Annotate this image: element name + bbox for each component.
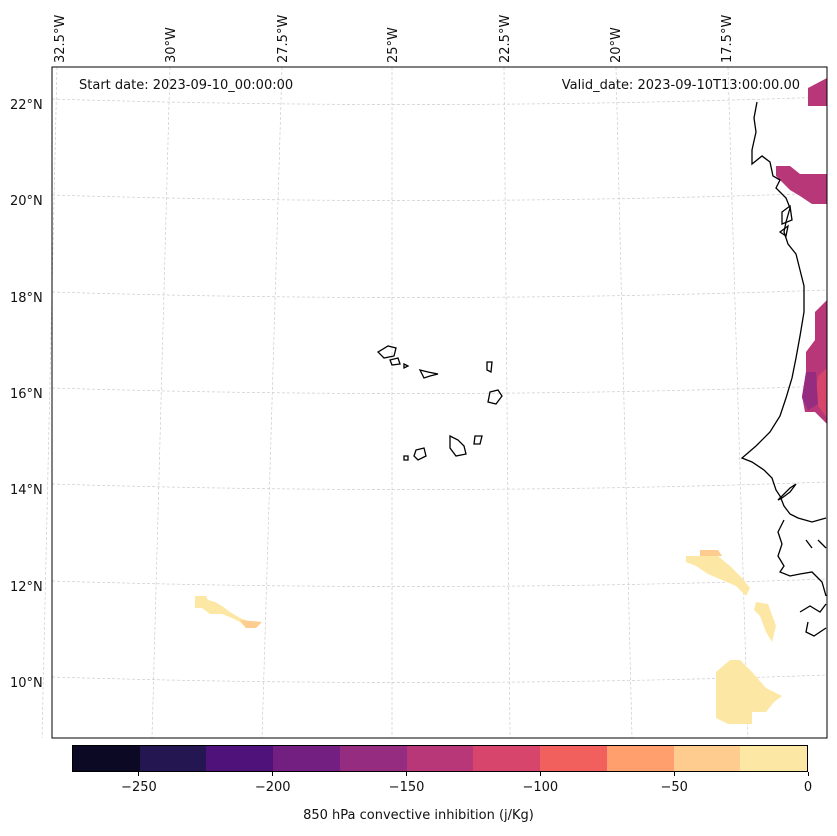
meridian-line xyxy=(41,66,58,739)
colorbar-label: 850 hPa convective inhibition (j/Kg) xyxy=(303,808,534,823)
cin-patch-east-north xyxy=(808,78,827,106)
meridian-line xyxy=(615,66,633,739)
colorbar-tick-label: −250 xyxy=(121,780,157,795)
lat-label-10n: 10°N xyxy=(10,676,43,691)
coast-sierra-leone xyxy=(805,539,827,549)
island-santo-antao xyxy=(376,345,397,359)
lat-label-22n: 22°N xyxy=(10,98,43,113)
lat-label-12n: 12°N xyxy=(10,580,43,595)
lon-label-27-5w: 27.5°W xyxy=(276,14,291,63)
coast-guinea-lower xyxy=(805,621,827,637)
colorbar-swatch xyxy=(473,746,541,771)
colorbar-tick-mark xyxy=(673,772,675,776)
island-sal xyxy=(486,361,493,374)
colorbar-tick-label: −200 xyxy=(254,780,291,795)
island-santiago xyxy=(449,434,467,457)
meridian-line xyxy=(151,66,171,739)
coast-arguin-b xyxy=(778,224,789,238)
cin-patch-east-mauritania xyxy=(776,166,827,204)
coast-guinea-islands xyxy=(799,603,827,613)
coast-guinea-bissau xyxy=(777,519,827,597)
island-fogo xyxy=(413,447,427,461)
colorbar-tick-label: 0 xyxy=(803,780,813,795)
coast-gambia xyxy=(777,483,797,501)
cin-patch-guinea-east xyxy=(754,602,776,642)
lat-label-18n: 18°N xyxy=(10,291,43,306)
colorbar-swatch xyxy=(139,746,207,771)
parallel-line xyxy=(51,289,828,298)
island-brava xyxy=(403,455,409,461)
parallel-line xyxy=(51,385,828,394)
graticule xyxy=(41,66,828,739)
cin-patch-east-senegal-b xyxy=(816,368,827,418)
island-santa-luzia xyxy=(403,362,410,370)
cin-shading xyxy=(195,78,827,724)
colorbar-swatch xyxy=(273,746,340,771)
coastlines xyxy=(376,101,827,637)
lon-label-30w: 30°W xyxy=(164,27,179,63)
coast-arguin xyxy=(781,204,793,225)
colorbar-tick-mark xyxy=(539,772,541,776)
lon-label-22-5w: 22.5°W xyxy=(498,14,513,63)
colorbar-tick-label: −100 xyxy=(522,780,559,795)
colorbar-swatch xyxy=(406,746,474,771)
parallel-line xyxy=(51,96,828,105)
colorbar-swatch xyxy=(540,746,607,771)
island-maio xyxy=(473,435,483,445)
valid-date-label: Valid_date: 2023-09-10T13:00:00.00 xyxy=(561,78,800,93)
colorbar-swatch xyxy=(606,746,674,771)
cin-patch-guinea xyxy=(686,556,750,596)
island-boa-vista xyxy=(487,389,503,405)
cin-patch-southwest-edge xyxy=(240,620,262,628)
colorbar-swatch xyxy=(206,746,274,771)
lon-label-20w: 20°W xyxy=(609,27,624,63)
parallel-line xyxy=(51,192,828,201)
colorbar xyxy=(72,745,808,772)
colorbar-tick-mark xyxy=(406,772,408,776)
parallel-line xyxy=(51,481,828,490)
colorbar-tick-mark xyxy=(272,772,274,776)
island-sao-nicolau xyxy=(418,369,439,379)
cin-patch-east-senegal-c xyxy=(802,372,818,410)
lat-label-14n: 14°N xyxy=(10,483,43,498)
parallel-line xyxy=(51,578,828,587)
coast-africa xyxy=(740,101,827,523)
colorbar-swatch xyxy=(339,746,407,771)
meridian-line xyxy=(261,66,283,739)
start-date-label: Start date: 2023-09-10_00:00:00 xyxy=(79,78,294,93)
lon-label-32-5w: 32.5°W xyxy=(53,14,68,63)
lon-label-25w: 25°W xyxy=(386,27,401,63)
map-frame xyxy=(51,66,828,739)
colorbar-tick-mark xyxy=(138,772,140,776)
colorbar-swatch xyxy=(673,746,741,771)
colorbar-tick-label: −50 xyxy=(660,780,688,795)
meridian-line xyxy=(727,66,749,739)
cin-patch-southwest xyxy=(195,596,262,628)
cin-patch-guinea-edge xyxy=(700,550,722,556)
lon-label-17-5w: 17.5°W xyxy=(720,14,735,63)
island-sao-vicente xyxy=(389,357,401,366)
cin-patch-liberia xyxy=(716,660,782,724)
colorbar-swatch xyxy=(740,746,808,771)
parallel-line xyxy=(51,674,828,683)
meridian-line xyxy=(503,66,511,739)
lat-label-16n: 16°N xyxy=(10,387,43,402)
colorbar-tick-mark xyxy=(807,772,809,776)
lat-label-20n: 20°N xyxy=(10,194,43,209)
colorbar-swatch xyxy=(73,746,140,771)
colorbar-tick-label: −150 xyxy=(388,780,425,795)
